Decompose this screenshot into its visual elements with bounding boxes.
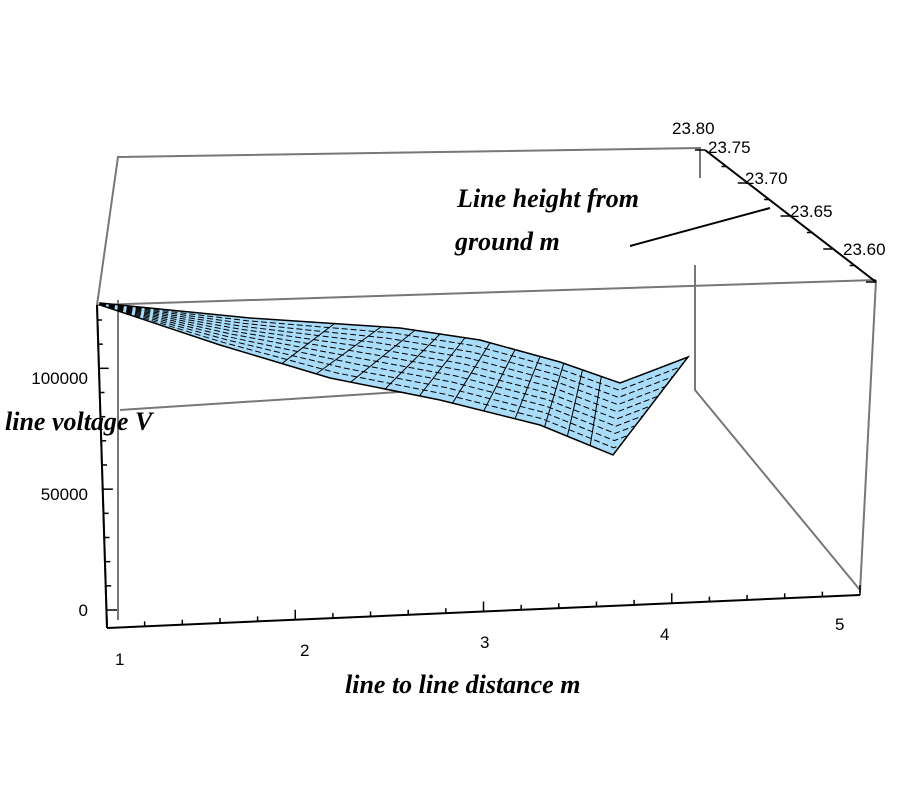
box-edge-right <box>859 279 877 593</box>
box-edge-top-back <box>96 146 701 306</box>
surface-mesh-line <box>544 363 565 428</box>
surface-mesh-line <box>514 356 541 419</box>
x-tick-label: 3 <box>480 633 489 652</box>
y-tick-label: 23.80 <box>672 119 715 138</box>
y-tick-label: 23.60 <box>843 240 886 259</box>
surface <box>99 302 691 456</box>
x-tick-label: 1 <box>115 650 124 669</box>
y-tick-label: 23.75 <box>708 138 751 157</box>
surface-mesh-line <box>99 304 621 449</box>
axes <box>96 149 877 629</box>
x-tick-label: 2 <box>300 641 309 660</box>
y-axis-label-line2: ground m <box>454 227 560 256</box>
surface-mesh-line <box>99 304 629 442</box>
surface-mesh-line <box>384 333 441 390</box>
surface-fill <box>99 302 691 456</box>
z-axis-label: line voltage V <box>5 407 155 436</box>
z-axis <box>96 304 108 629</box>
surface-mesh-line <box>566 369 583 437</box>
surface-mesh-line <box>315 326 382 375</box>
surface-mesh-line <box>418 337 466 397</box>
x-axis-label: line to line distance m <box>345 670 580 699</box>
y-label-pointer <box>629 207 771 247</box>
tick-labels: 1 2 3 4 5 23.80 23.75 23.70 23.65 23.60 … <box>31 119 885 669</box>
box-edge-inner <box>119 389 431 411</box>
surface-mesh-line <box>589 376 602 446</box>
y-tick-label: 23.70 <box>745 169 788 188</box>
x-tick-label: 4 <box>660 625 669 644</box>
surface-mesh-line <box>483 349 516 412</box>
x-tick-label: 5 <box>835 615 844 634</box>
surface-mesh-line <box>281 323 335 364</box>
z-tick-label: 0 <box>79 601 88 620</box>
box-edge-inner-right <box>694 265 861 591</box>
y-tick-label: 23.65 <box>790 202 833 221</box>
surface-mesh-line <box>99 303 651 420</box>
box-edge-mid <box>96 279 877 306</box>
z-tick-label: 100000 <box>31 369 88 388</box>
surface-mesh-line <box>452 342 491 404</box>
y-axis-label-line1: Line height from <box>456 184 639 213</box>
surface-mesh-line <box>99 303 644 427</box>
tick-marks <box>97 149 876 628</box>
z-tick-label: 50000 <box>41 485 88 504</box>
surface-mesh-line <box>350 329 416 383</box>
